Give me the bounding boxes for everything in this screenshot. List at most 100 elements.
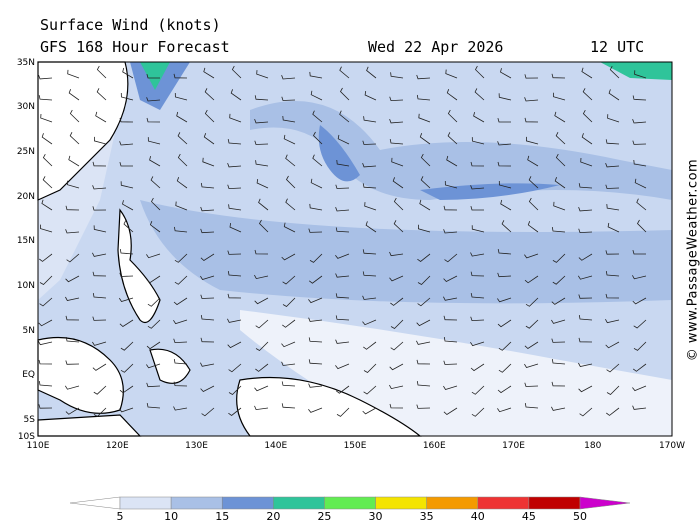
wind-barb <box>228 204 242 211</box>
wind-barb <box>335 253 350 259</box>
wind-barb <box>283 134 296 145</box>
wind-barb <box>119 249 134 255</box>
wind-barb <box>200 315 215 321</box>
wind-barb <box>68 155 80 167</box>
wind-barb <box>150 176 161 189</box>
wind-barb <box>339 110 350 123</box>
wind-barb <box>524 403 539 409</box>
colorbar: 5 10 15 20 25 30 35 40 45 50 <box>69 496 631 523</box>
wind-barb <box>551 359 566 365</box>
wind-barb <box>146 253 161 259</box>
wind-barb <box>551 406 566 411</box>
colorbar-label: 15 <box>215 510 229 523</box>
wind-barb <box>632 95 647 101</box>
wind-barb <box>92 252 107 257</box>
wind-barb <box>632 119 647 124</box>
colorbar-segment <box>477 496 530 510</box>
lon-label: 160E <box>423 441 446 451</box>
wind-barb <box>443 275 458 282</box>
wind-barb <box>227 139 242 145</box>
lat-label: 5S <box>24 415 36 425</box>
wind-barb <box>119 117 134 123</box>
wind-barb <box>577 275 593 280</box>
wind-barb <box>200 206 215 212</box>
wind-barb <box>68 89 80 101</box>
wind-barb <box>95 111 107 123</box>
wind-barb <box>363 363 377 373</box>
wind-barb <box>65 407 80 415</box>
wind-barb <box>335 293 350 299</box>
wind-barb <box>605 293 620 299</box>
wind-barb <box>470 293 485 299</box>
wind-barb <box>497 297 512 303</box>
wind-barb <box>551 297 566 305</box>
wind-barb <box>605 250 620 255</box>
wind-barb <box>42 154 53 167</box>
wind-barb <box>227 341 242 349</box>
land-asia <box>37 61 129 201</box>
wind-barb <box>151 197 161 211</box>
wind-barb <box>501 220 512 233</box>
lat-label: 10S <box>18 432 35 442</box>
wind-barb <box>146 97 161 102</box>
wind-barb <box>498 93 512 101</box>
wind-barb <box>308 317 323 322</box>
wind-barb <box>578 206 593 212</box>
wind-barb <box>362 407 377 415</box>
colorbar-label: 35 <box>420 510 434 523</box>
wind-barb <box>605 271 620 277</box>
wind-barb <box>256 179 269 189</box>
wind-barb <box>362 140 377 145</box>
wind-barb <box>581 67 593 79</box>
wind-barb <box>578 183 593 189</box>
wind-barb <box>66 253 80 263</box>
wind-barb <box>255 341 269 351</box>
wind-barb <box>582 110 593 123</box>
wind-barb <box>92 185 107 190</box>
land-sulawesi <box>149 348 191 384</box>
wind-barb <box>256 70 269 79</box>
wind-barb <box>551 381 566 387</box>
wind-barb <box>281 381 296 387</box>
wind-barb <box>416 404 431 409</box>
wind-band <box>140 62 170 90</box>
wind-barb <box>313 131 323 145</box>
wind-barb <box>524 363 539 368</box>
wind-barb <box>446 155 458 167</box>
colorbar-label: 30 <box>369 510 383 523</box>
colorbar-label: 5 <box>117 510 124 523</box>
wind-barb <box>92 363 107 371</box>
wind-barb <box>470 363 485 372</box>
colorbar-end <box>579 496 631 510</box>
wind-barb <box>366 66 377 79</box>
wind-barb <box>443 205 458 211</box>
wind-barb <box>551 319 566 324</box>
wind-barb <box>578 337 593 343</box>
wind-barb <box>528 197 539 211</box>
wind-barb <box>39 253 53 262</box>
wind-barb <box>578 228 593 234</box>
wind-barb <box>282 297 296 307</box>
wind-barb <box>470 185 485 190</box>
wind-barb <box>200 385 215 392</box>
wind-barb <box>443 296 458 301</box>
wind-barb <box>632 140 647 145</box>
wind-barb <box>528 176 539 189</box>
wind-barb <box>337 134 350 145</box>
wind-barb <box>416 340 431 345</box>
wind-barb <box>42 176 53 189</box>
wind-barb <box>65 275 80 283</box>
wind-barb <box>285 154 296 167</box>
wind-barb <box>393 197 404 211</box>
wind-barb <box>40 224 53 233</box>
wind-barb <box>633 341 647 351</box>
lon-label: 130E <box>185 441 208 451</box>
wind-barb <box>173 406 188 411</box>
wind-barb <box>38 319 53 327</box>
wind-barb <box>637 219 647 233</box>
wind-barb <box>607 222 620 233</box>
wind-barb <box>119 141 134 146</box>
wind-barb <box>527 221 539 233</box>
wind-barb <box>605 162 620 168</box>
